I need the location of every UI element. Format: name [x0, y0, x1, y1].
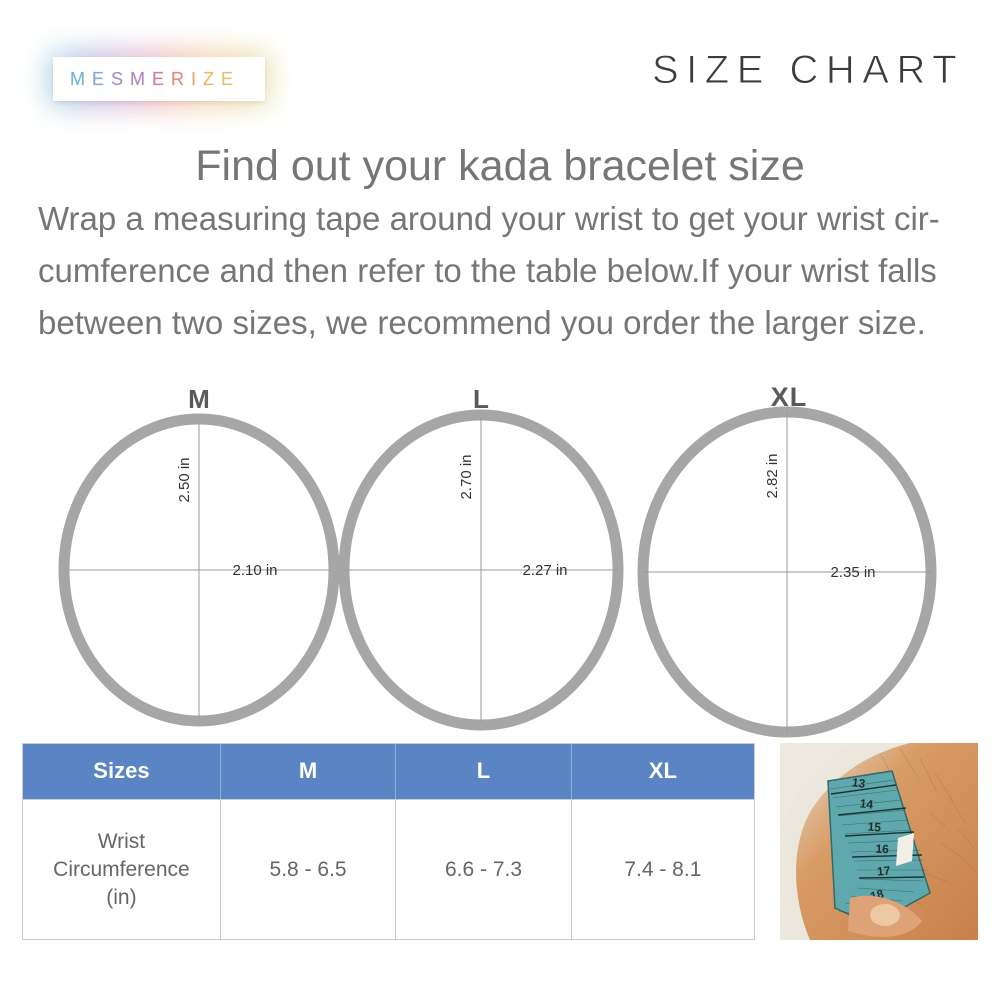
- svg-text:16: 16: [875, 842, 889, 856]
- svg-text:2.10 in: 2.10 in: [232, 562, 277, 579]
- svg-text:15: 15: [867, 820, 882, 835]
- svg-text:L: L: [473, 384, 489, 414]
- svg-text:2.70 in: 2.70 in: [458, 454, 475, 499]
- svg-text:13: 13: [851, 775, 866, 791]
- svg-text:2.35 in: 2.35 in: [830, 564, 875, 581]
- svg-text:2.50 in: 2.50 in: [176, 457, 193, 502]
- svg-text:14: 14: [859, 796, 874, 811]
- svg-text:2.82 in: 2.82 in: [764, 453, 781, 498]
- svg-text:2.27 in: 2.27 in: [522, 562, 567, 579]
- svg-text:M: M: [188, 384, 210, 414]
- svg-text:17: 17: [876, 863, 891, 878]
